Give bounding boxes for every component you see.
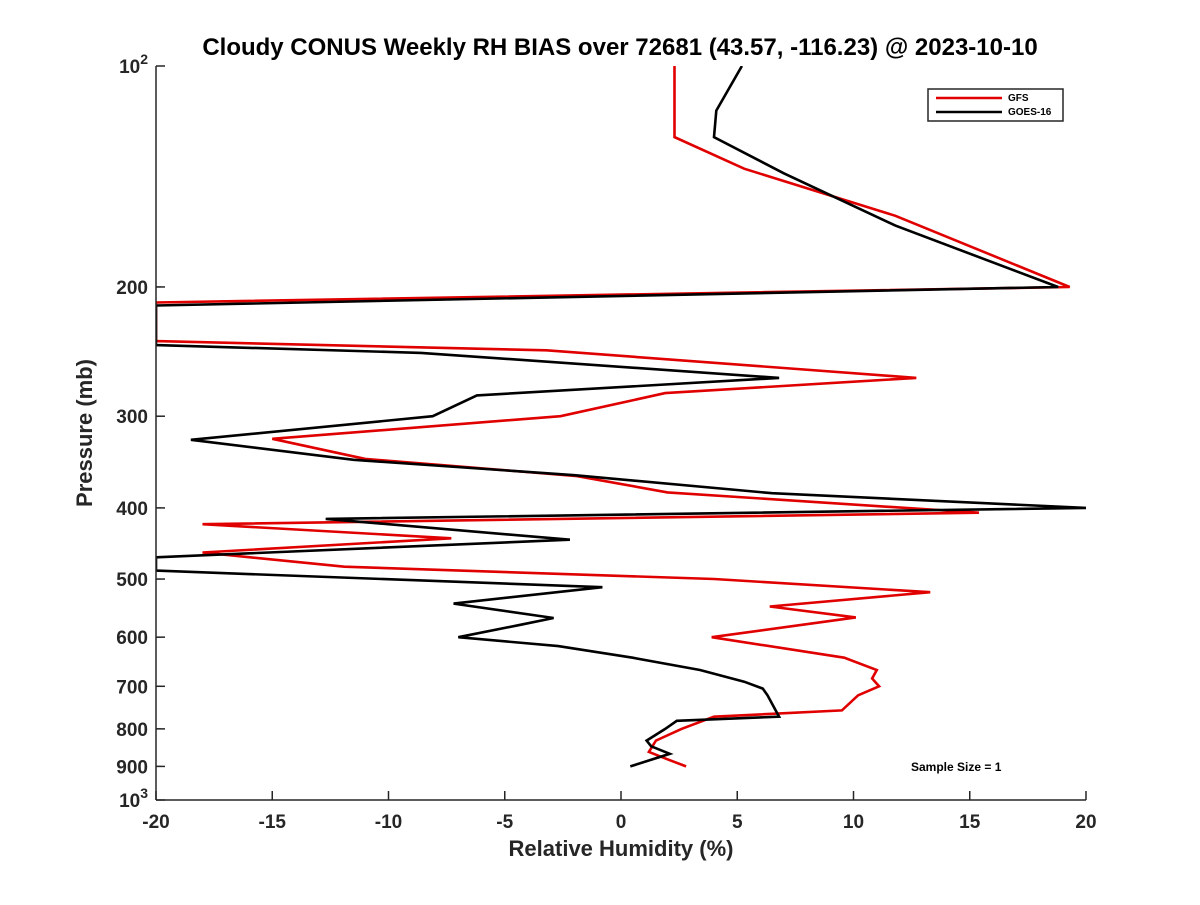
y-tick-label: 102 <box>119 51 148 78</box>
x-tick-label: -5 <box>496 812 513 833</box>
x-tick-label: 15 <box>959 812 981 833</box>
legend-label-gfs: GFS <box>1008 93 1029 104</box>
y-tick-label: 200 <box>116 278 148 299</box>
legend: GFS GOES-16 <box>927 88 1064 122</box>
chart-title: Cloudy CONUS Weekly RH BIAS over 72681 (… <box>202 34 1037 61</box>
y-tick-label: 400 <box>116 499 148 520</box>
y-tick-label: 103 <box>119 785 148 812</box>
y-tick-label: 500 <box>116 570 148 591</box>
series-layer <box>156 66 1086 768</box>
y-tick-label: 600 <box>116 628 148 649</box>
series-line-goes16 <box>156 66 1086 768</box>
y-tick-label: 800 <box>116 720 148 741</box>
x-axis-label: Relative Humidity (%) <box>509 836 734 861</box>
x-tick-label: 0 <box>616 812 627 833</box>
plot-area <box>156 66 1086 800</box>
ticks-layer: -20 -15 -10 -5 0 5 10 15 20 102 200 300 400 500 600 700… <box>116 51 1096 833</box>
x-tick-label: 20 <box>1075 812 1096 833</box>
sample-size-annotation: Sample Size = 1 <box>911 760 1002 774</box>
y-tick-label: 900 <box>116 757 148 778</box>
legend-box <box>927 88 1064 122</box>
y-tick-label: 300 <box>116 407 148 428</box>
x-tick-label: -10 <box>375 812 402 833</box>
series-line-gfs <box>156 66 1071 768</box>
x-tick-label: 10 <box>843 812 864 833</box>
x-tick-label: -20 <box>142 812 169 833</box>
x-tick-label: -15 <box>259 812 287 833</box>
y-axis-label: Pressure (mb) <box>72 359 97 507</box>
legend-label-goes16: GOES-16 <box>1008 107 1052 118</box>
x-tick-label: 5 <box>732 812 743 833</box>
y-tick-label: 700 <box>116 677 148 698</box>
